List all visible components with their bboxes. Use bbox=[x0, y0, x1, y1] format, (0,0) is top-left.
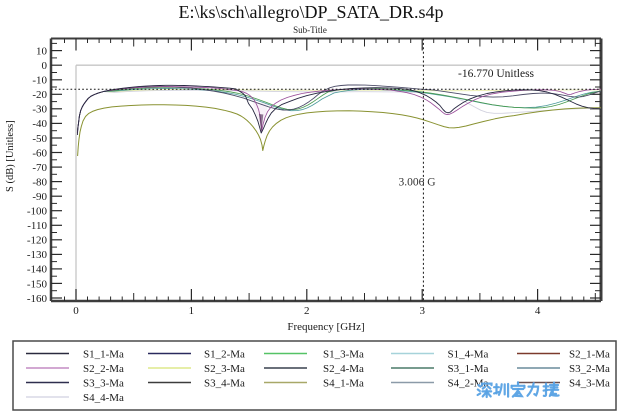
svg-text:3.006 G: 3.006 G bbox=[399, 177, 436, 189]
svg-text:S4_4-Ma: S4_4-Ma bbox=[83, 392, 124, 404]
svg-text:S3_1-Ma: S3_1-Ma bbox=[448, 363, 489, 375]
svg-text:-16.770 Unitless: -16.770 Unitless bbox=[458, 68, 535, 80]
svg-text:2: 2 bbox=[304, 305, 310, 317]
svg-text:S1_3-Ma: S1_3-Ma bbox=[323, 348, 364, 360]
svg-text:S2_2-Ma: S2_2-Ma bbox=[83, 363, 124, 375]
svg-text:0: 0 bbox=[73, 305, 79, 317]
svg-text:-70: -70 bbox=[32, 162, 47, 174]
svg-text:S2_4-Ma: S2_4-Ma bbox=[323, 363, 364, 375]
svg-text:-60: -60 bbox=[32, 147, 47, 159]
svg-text:1: 1 bbox=[189, 305, 195, 317]
svg-text:-150: -150 bbox=[27, 278, 48, 290]
svg-text:S (dB) [Unitless]: S (dB) [Unitless] bbox=[5, 120, 16, 192]
svg-text:S4_3-Ma: S4_3-Ma bbox=[569, 377, 610, 389]
svg-text:-130: -130 bbox=[27, 249, 48, 261]
svg-text:-10: -10 bbox=[32, 75, 47, 87]
svg-text:-40: -40 bbox=[32, 118, 47, 130]
svg-text:E:\ks\sch\allegro\DP_SATA_DR.s: E:\ks\sch\allegro\DP_SATA_DR.s4p bbox=[178, 2, 443, 22]
svg-text:Frequency [GHz]: Frequency [GHz] bbox=[287, 321, 364, 333]
svg-text:S4_1-Ma: S4_1-Ma bbox=[323, 377, 364, 389]
svg-text:-140: -140 bbox=[27, 264, 48, 276]
svg-text:-20: -20 bbox=[32, 89, 47, 101]
svg-text:S1_1-Ma: S1_1-Ma bbox=[83, 348, 124, 360]
svg-text:-120: -120 bbox=[27, 235, 48, 247]
svg-text:-90: -90 bbox=[32, 191, 47, 203]
svg-text:-100: -100 bbox=[27, 206, 48, 218]
svg-text:-110: -110 bbox=[27, 220, 47, 232]
svg-text:-50: -50 bbox=[32, 133, 47, 145]
svg-text:0: 0 bbox=[42, 60, 48, 72]
svg-text:S1_4-Ma: S1_4-Ma bbox=[448, 348, 489, 360]
svg-text:S3_2-Ma: S3_2-Ma bbox=[569, 363, 610, 375]
svg-text:3: 3 bbox=[419, 305, 425, 317]
svg-text:S3_4-Ma: S3_4-Ma bbox=[204, 377, 245, 389]
svg-text:-80: -80 bbox=[32, 176, 47, 188]
svg-text:-160: -160 bbox=[27, 293, 48, 305]
svg-text:4: 4 bbox=[535, 305, 541, 317]
svg-text:S3_3-Ma: S3_3-Ma bbox=[83, 377, 124, 389]
svg-text:S2_3-Ma: S2_3-Ma bbox=[204, 363, 245, 375]
svg-text:S1_2-Ma: S1_2-Ma bbox=[204, 348, 245, 360]
svg-text:S4_2-Ma: S4_2-Ma bbox=[448, 377, 489, 389]
svg-text:10: 10 bbox=[36, 45, 48, 57]
svg-text:-30: -30 bbox=[32, 104, 47, 116]
svg-text:S2_1-Ma: S2_1-Ma bbox=[569, 348, 610, 360]
svg-text:Sub-Title: Sub-Title bbox=[293, 25, 327, 35]
